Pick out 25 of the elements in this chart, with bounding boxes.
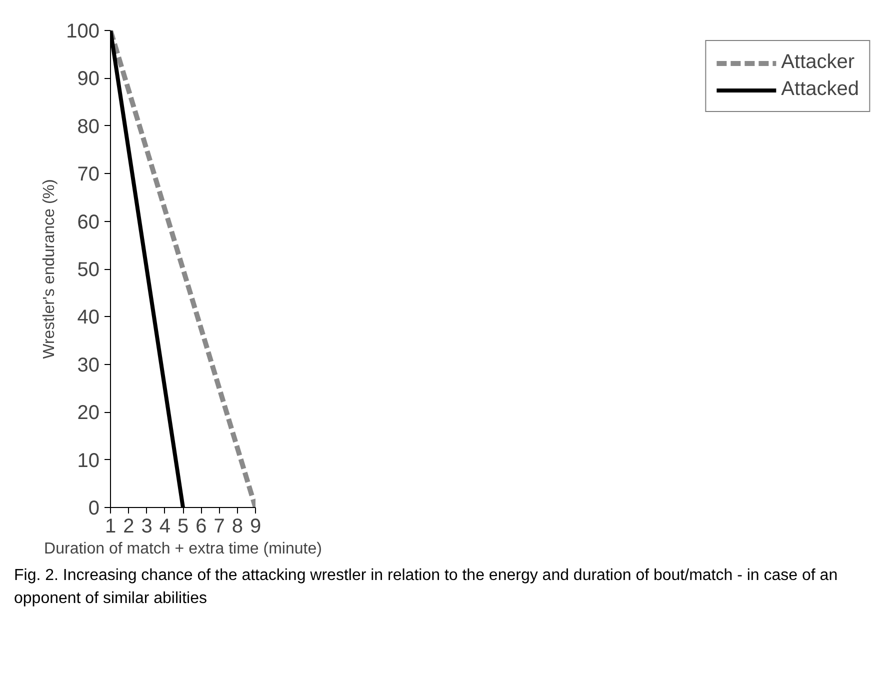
x-axis-title: Duration of match + extra time (minute) (44, 540, 322, 558)
y-tick-label: 20 (77, 402, 100, 424)
y-axis-title: Wrestler's endurance (%) (41, 179, 58, 359)
x-tick-label: 5 (177, 516, 189, 538)
x-tick-label: 6 (196, 516, 207, 538)
y-tick-label: 70 (77, 164, 100, 186)
y-tick-label: 40 (77, 306, 100, 329)
y-tick-label: 10 (77, 450, 100, 472)
x-tick-label: 4 (159, 516, 170, 538)
y-tick-label: 60 (77, 211, 100, 234)
legend-label: Attacked (781, 78, 859, 101)
x-tick-label: 3 (141, 516, 152, 538)
y-tick-label: 90 (77, 68, 100, 90)
caption: Fig. 2. Increasing chance of the attacking wrestler in relation to the energy and duration of bout/match - in case of an opponent of similar abilities (14, 566, 839, 609)
legend-label: Attacker (781, 51, 855, 74)
y-tick-label: 0 (88, 498, 100, 520)
x-tick-label: 1 (104, 516, 116, 538)
x-tick-label: 9 (250, 516, 262, 538)
x-tick-label: 2 (123, 516, 134, 538)
x-tick-label: 7 (214, 516, 225, 538)
y-tick-label: 50 (77, 259, 100, 281)
x-tick-label: 8 (232, 516, 243, 538)
y-tick-label: 80 (77, 116, 100, 138)
y-tick-label: 100 (66, 20, 100, 42)
y-tick-label: 30 (77, 354, 100, 376)
